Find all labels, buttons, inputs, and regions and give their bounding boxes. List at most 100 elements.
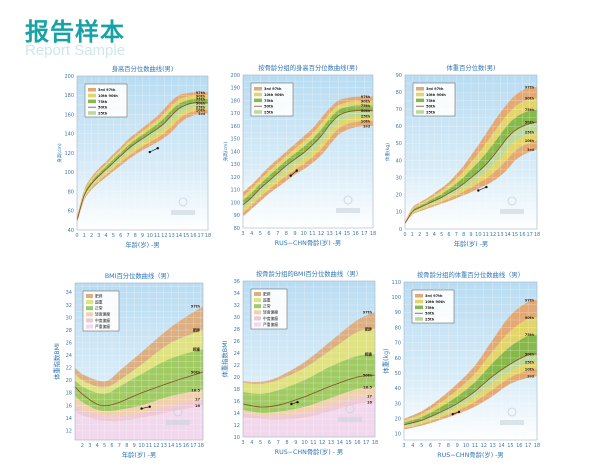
legend-label: 10th 90th <box>264 93 284 97</box>
curve-label: 90th <box>525 97 535 101</box>
x-tick-label: 14 <box>504 232 510 238</box>
curve-label: 10th <box>525 139 535 143</box>
bands <box>404 300 537 430</box>
y-tick-label: 30 <box>395 401 401 407</box>
curve-label: 25th <box>361 115 371 119</box>
y-tick-label: 20 <box>66 378 72 384</box>
y-tick-label: 180 <box>230 98 240 104</box>
patient-point <box>140 407 143 410</box>
x-tick-label: 12 <box>319 440 325 446</box>
watermark-logo-icon <box>507 196 517 206</box>
x-tick-label: 14 <box>498 443 504 449</box>
median-line <box>243 374 375 408</box>
y-tick-label: 190 <box>230 86 240 92</box>
chart-title: BMI百分位数曲线（男） <box>105 271 173 280</box>
curve-label: 25th <box>196 105 206 109</box>
curve-label: 18.5 <box>363 386 372 390</box>
x-tick-label: 4 <box>105 233 108 239</box>
x-tick-label: 4 <box>433 232 436 238</box>
bands <box>243 312 375 437</box>
x-tick-label: 18 <box>534 443 540 449</box>
x-tick-label: 6 <box>267 231 270 237</box>
x-tick-label: 13 <box>168 233 174 239</box>
y-tick-label: 140 <box>230 149 240 155</box>
x-tick-label: 12 <box>153 443 159 449</box>
x-tick-label: 8 <box>285 440 288 446</box>
x-tick-label: 5 <box>112 233 115 239</box>
patient-point <box>156 146 159 150</box>
y-tick-label: 28 <box>66 328 72 334</box>
x-tick-label: 14 <box>176 233 182 239</box>
curve-label: 75th <box>196 98 206 102</box>
band-75-90 <box>404 317 537 423</box>
curve-label: 75th <box>361 104 371 108</box>
y-tick-label: 18 <box>234 387 240 393</box>
patient-trend-line <box>149 147 158 153</box>
legend-swatch <box>254 98 262 103</box>
x-tick-label: 6 <box>429 443 432 449</box>
x-tick-label: 0 <box>75 233 78 239</box>
y-tick-label: 110 <box>391 280 401 286</box>
y-tick-label: 0 <box>399 227 402 233</box>
y-tick-label: 14 <box>234 411 240 417</box>
y-tick-label: 50 <box>395 371 401 377</box>
curve-label: 50th <box>196 101 206 105</box>
legend-swatch <box>416 92 424 97</box>
median-line <box>77 102 208 221</box>
x-axis-title: 年龄(岁) -男 <box>122 450 156 459</box>
watermark-mark <box>338 417 362 422</box>
x-tick-label: 15 <box>183 233 189 239</box>
curve-label: 97th <box>191 305 201 309</box>
y-tick-label: 12 <box>234 423 240 429</box>
x-tick-label: 4 <box>250 231 253 237</box>
x-tick-label: 13 <box>489 443 495 449</box>
x-tick-label: 1 <box>411 232 414 238</box>
plot-border <box>404 74 538 230</box>
y-tick-label: 40 <box>68 228 74 234</box>
x-tick-label: 13 <box>497 232 503 238</box>
y-tick-label: 60 <box>68 209 74 215</box>
legend-swatch <box>86 294 93 298</box>
y-tick-label: 90 <box>395 310 401 316</box>
x-tick-label: 17 <box>361 231 367 237</box>
watermark-mark <box>336 208 360 213</box>
x-axis-title: 年龄(岁) -男 <box>454 239 488 248</box>
legend-label: 10th 90th <box>426 93 446 97</box>
x-tick-label: 7 <box>118 443 121 449</box>
patient-point <box>451 412 454 416</box>
curve-label: 50th <box>363 374 373 378</box>
x-tick-label: 7 <box>438 443 441 449</box>
y-tick-label: 34 <box>66 290 72 296</box>
curve-label: 97th <box>196 91 206 95</box>
legend-label: 超重 <box>95 300 103 305</box>
x-tick-label: 18 <box>534 232 540 238</box>
y-tick-label: 40 <box>395 386 401 392</box>
legend-label: 50th <box>425 312 435 316</box>
x-tick-label: 12 <box>161 233 167 239</box>
plot-border <box>242 280 376 438</box>
x-tick-label: 16 <box>183 443 189 449</box>
y-tick-label: 20 <box>396 193 402 199</box>
x-tick-label: 8 <box>285 231 288 237</box>
band-50-75 <box>404 334 537 425</box>
x-tick-label: 6 <box>119 233 122 239</box>
x-tick-label: 7 <box>126 233 129 239</box>
x-tick-label: 12 <box>490 232 496 238</box>
legend-label: 50th <box>426 105 436 109</box>
x-tick-label: 8 <box>134 233 137 239</box>
band-obese <box>243 312 375 385</box>
legend-swatch <box>86 324 93 329</box>
x-tick-label: 10 <box>138 443 144 449</box>
x-tick-label: 11 <box>472 443 478 449</box>
y-tick-label: 90 <box>396 73 402 79</box>
band-moderate-thin <box>243 396 375 421</box>
y-tick-label: 10 <box>234 435 240 441</box>
x-tick-label: 3 <box>241 231 244 237</box>
x-tick-label: 17 <box>525 443 531 449</box>
curve-label: 90th <box>361 100 371 104</box>
curve-label: 3rd <box>198 112 205 116</box>
y-tick-label: 50 <box>396 141 402 147</box>
